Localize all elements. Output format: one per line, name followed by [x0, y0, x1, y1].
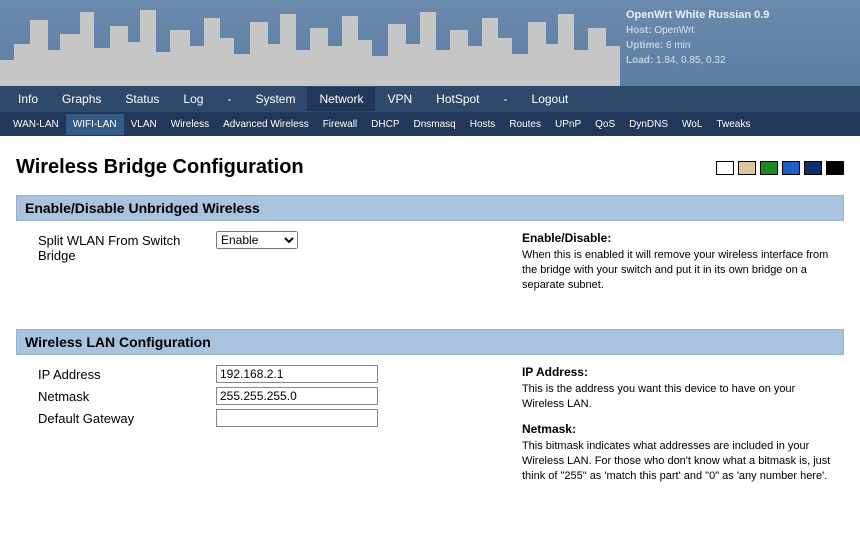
nav-separator: -	[492, 87, 520, 111]
load-label: Load:	[626, 55, 653, 66]
ip-input[interactable]	[216, 365, 378, 383]
product-name: OpenWrt White Russian 0.9	[626, 8, 769, 23]
page-title: Wireless Bridge Configuration	[16, 156, 304, 179]
help-mask-text: This bitmask indicates what addresses ar…	[522, 439, 838, 484]
host-value: OpenWrt	[654, 25, 694, 36]
nav-status[interactable]: Status	[113, 87, 171, 111]
subnav-wan-lan[interactable]: WAN-LAN	[6, 114, 66, 135]
ip-label: IP Address	[38, 365, 216, 382]
netmask-input[interactable]	[216, 387, 378, 405]
netmask-label: Netmask	[38, 387, 216, 404]
gateway-input[interactable]	[216, 409, 378, 427]
help-ip-title: IP Address:	[522, 365, 838, 380]
load-value: 1.84, 0.85, 0.32	[656, 55, 726, 66]
subnav-advanced-wireless[interactable]: Advanced Wireless	[216, 114, 316, 135]
subnav-wifi-lan[interactable]: WIFI-LAN	[66, 114, 124, 135]
main-nav: InfoGraphsStatusLog-SystemNetworkVPNHotS…	[0, 86, 860, 112]
nav-info[interactable]: Info	[6, 87, 50, 111]
host-label: Host:	[626, 25, 652, 36]
nav-vpn[interactable]: VPN	[375, 87, 424, 111]
subnav-firewall[interactable]: Firewall	[316, 114, 364, 135]
theme-swatch[interactable]	[738, 161, 756, 175]
gateway-label: Default Gateway	[38, 409, 216, 426]
split-wlan-label: Split WLAN From Switch Bridge	[38, 231, 216, 263]
uptime-value: 6 min	[666, 40, 690, 51]
help-text: When this is enabled it will remove your…	[522, 248, 838, 293]
header-info: OpenWrt White Russian 0.9 Host: OpenWrt …	[626, 8, 846, 68]
nav-network[interactable]: Network	[307, 87, 375, 111]
help-ip-text: This is the address you want this device…	[522, 382, 838, 412]
subnav-qos[interactable]: QoS	[588, 114, 622, 135]
split-wlan-select[interactable]: EnableDisable	[216, 231, 298, 249]
subnav-routes[interactable]: Routes	[502, 114, 548, 135]
theme-swatch[interactable]	[716, 161, 734, 175]
theme-swatch[interactable]	[760, 161, 778, 175]
theme-swatch[interactable]	[826, 161, 844, 175]
nav-graphs[interactable]: Graphs	[50, 87, 113, 111]
help-mask-title: Netmask:	[522, 422, 838, 437]
help-title: Enable/Disable:	[522, 231, 838, 246]
skyline-graphic	[0, 0, 620, 86]
nav-system[interactable]: System	[243, 87, 307, 111]
subnav-dnsmasq[interactable]: Dnsmasq	[407, 114, 463, 135]
subnav-dhcp[interactable]: DHCP	[364, 114, 406, 135]
help-enable: Enable/Disable: When this is enabled it …	[522, 231, 838, 303]
subnav-hosts[interactable]: Hosts	[463, 114, 503, 135]
section-heading: Wireless LAN Configuration	[16, 329, 844, 355]
theme-swatch[interactable]	[804, 161, 822, 175]
subnav-upnp[interactable]: UPnP	[548, 114, 588, 135]
subnav-vlan[interactable]: VLAN	[124, 114, 164, 135]
nav-log[interactable]: Log	[171, 87, 215, 111]
section-enable: Enable/Disable Unbridged Wireless Split …	[16, 195, 844, 303]
help-wlan: IP Address: This is the address you want…	[522, 365, 838, 494]
section-heading: Enable/Disable Unbridged Wireless	[16, 195, 844, 221]
section-wlan: Wireless LAN Configuration IP Address Ne…	[16, 329, 844, 494]
banner: OpenWrt White Russian 0.9 Host: OpenWrt …	[0, 0, 860, 86]
subnav-wol[interactable]: WoL	[675, 114, 709, 135]
sub-nav: WAN-LANWIFI-LANVLANWirelessAdvanced Wire…	[0, 112, 860, 136]
nav-logout[interactable]: Logout	[520, 87, 581, 111]
uptime-label: Uptime:	[626, 40, 663, 51]
theme-swatch[interactable]	[782, 161, 800, 175]
subnav-wireless[interactable]: Wireless	[164, 114, 216, 135]
nav-separator: -	[215, 87, 243, 111]
subnav-tweaks[interactable]: Tweaks	[709, 114, 757, 135]
nav-hotspot[interactable]: HotSpot	[424, 87, 491, 111]
theme-swatches	[716, 161, 844, 175]
subnav-dyndns[interactable]: DynDNS	[622, 114, 675, 135]
